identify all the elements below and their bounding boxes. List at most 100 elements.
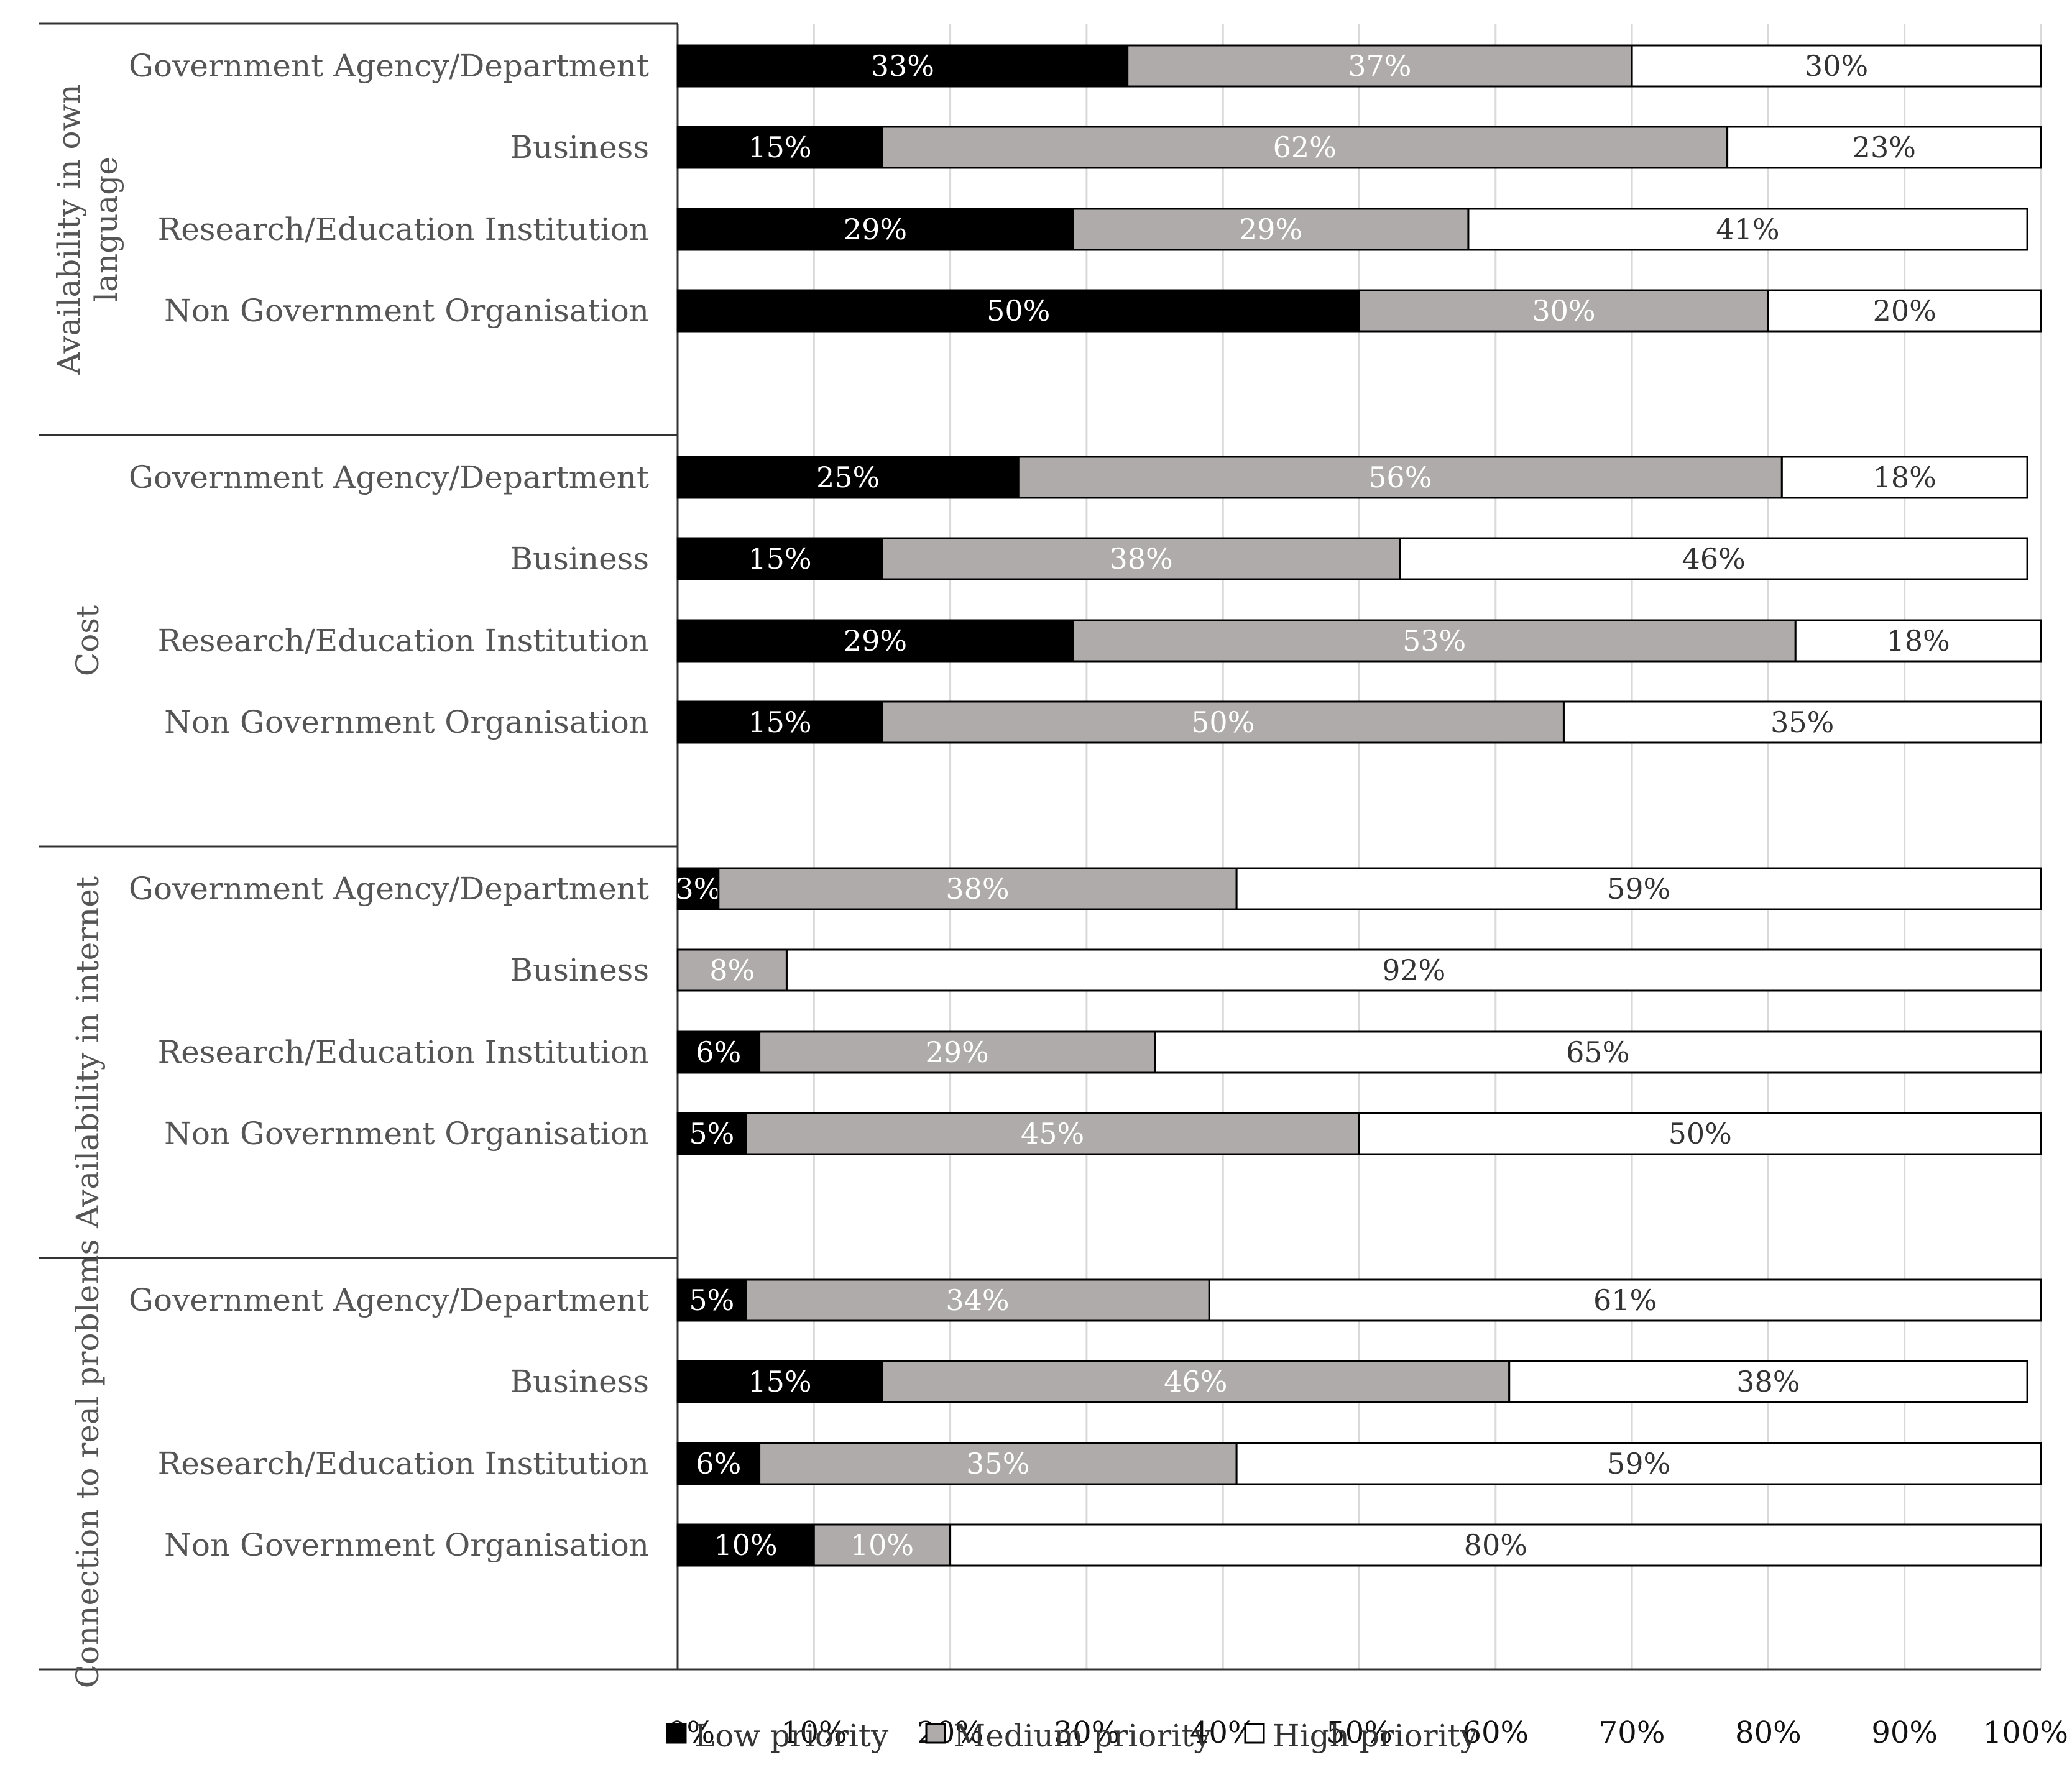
data-label: 38% (1109, 542, 1172, 576)
x-tick-label: 80% (1735, 1715, 1802, 1750)
bar-segment-high (949, 1523, 2042, 1567)
bar-segment-low (676, 537, 883, 580)
bar-segment-medium (745, 1278, 1210, 1322)
bar-segment-medium (881, 537, 1401, 580)
data-label: 30% (1532, 294, 1595, 328)
data-label: 15% (748, 131, 811, 164)
group-label: Availability in internet (70, 876, 106, 1229)
x-tick-label: 60% (1462, 1715, 1529, 1750)
data-label: 38% (1736, 1365, 1800, 1398)
legend-label: Low priority (694, 1718, 889, 1754)
data-label: 65% (1566, 1035, 1629, 1069)
category-label: Government Agency/Department (129, 1282, 649, 1318)
data-label: 5% (689, 1283, 734, 1317)
bar-segment-low (676, 44, 1129, 88)
bar-segment-medium (1072, 208, 1470, 251)
bars: 33% 37% 30% 15% 62% 23% 29% 29% 41% 50% 30% 20% 25% 5… (675, 44, 2042, 1567)
bar-segment-high (1208, 1278, 2042, 1322)
bar-segment-low (676, 208, 1074, 251)
data-label: 10% (850, 1528, 914, 1562)
category-label: Non Government Organisation (164, 704, 649, 740)
group-label: Connection to real problems (70, 1239, 106, 1689)
bar-segment-low (676, 1278, 747, 1322)
legend: Low priority Medium priority High priority (666, 1718, 1478, 1754)
group-label: Cost (70, 605, 106, 676)
bar-segment-high (1358, 1112, 2042, 1155)
data-label: 45% (1021, 1117, 1084, 1150)
bar-segment-high (1467, 208, 2028, 251)
group-label-line: Availability in own (51, 84, 87, 375)
bar-segment-low (676, 1112, 747, 1155)
category-label: Non Government Organisation (164, 1527, 649, 1563)
bar-segment-low (676, 867, 720, 910)
bar-segment-medium (881, 700, 1565, 744)
data-label: 25% (816, 461, 880, 494)
bar-segment-high (1235, 1442, 2042, 1485)
data-label: 46% (1164, 1365, 1227, 1398)
data-label: 29% (1239, 213, 1302, 246)
bar-segment-medium (717, 867, 1238, 910)
data-label: 56% (1368, 461, 1432, 494)
category-label: Research/Education Institution (158, 211, 649, 247)
bar-segment-high (1780, 456, 2028, 499)
bar-segment-low (676, 289, 1360, 333)
data-label: 50% (987, 294, 1050, 328)
category-label: Business (510, 1364, 649, 1400)
legend-swatch-medium (925, 1723, 946, 1744)
data-label: 38% (946, 872, 1009, 906)
data-label: 80% (1464, 1528, 1527, 1562)
data-label: 15% (748, 1365, 811, 1398)
x-tick-label: 30% (1054, 1715, 1120, 1750)
bar-segment-medium (745, 1112, 1360, 1155)
category-label: Non Government Organisation (164, 293, 649, 329)
data-label: 18% (1887, 624, 1950, 658)
bar-segment-low (676, 1360, 883, 1403)
data-label: 6% (696, 1447, 741, 1480)
category-label: Research/Education Institution (158, 623, 649, 659)
data-label: 30% (1805, 49, 1868, 83)
legend-swatch-high (1244, 1723, 1265, 1744)
bar-segment-medium (758, 1030, 1156, 1074)
data-label: 6% (696, 1035, 741, 1069)
group-label-line: Availability in internet (70, 876, 106, 1229)
bar-segment-high (1399, 537, 2028, 580)
x-tick-label: 100% (1983, 1715, 2068, 1750)
data-label: 34% (946, 1283, 1009, 1317)
data-label: 5% (689, 1117, 734, 1150)
category-label: Non Government Organisation (164, 1116, 649, 1152)
category-label: Research/Education Institution (158, 1446, 649, 1482)
group-frames (39, 22, 2041, 1671)
legend-label: Medium priority (954, 1718, 1212, 1754)
data-label: 50% (1191, 705, 1255, 739)
bar-segment-high (1631, 44, 2042, 88)
legend-swatch-low (666, 1723, 687, 1744)
data-label: 35% (1770, 705, 1834, 739)
bar-segment-high (1154, 1030, 2042, 1074)
data-label: 20% (1873, 294, 1936, 328)
legend-label: High priority (1273, 1718, 1478, 1754)
bar-segment-high (1235, 867, 2042, 910)
bar-segment-low (676, 700, 883, 744)
data-label: 46% (1682, 542, 1746, 576)
bar-segment-low (676, 1523, 815, 1567)
bar-segment-high (1726, 126, 2042, 169)
category-label: Research/Education Institution (158, 1034, 649, 1070)
data-label: 10% (714, 1528, 778, 1562)
category-label: Business (510, 129, 649, 165)
data-label: 29% (844, 213, 907, 246)
grid-lines (813, 24, 2042, 1669)
category-label: Business (510, 541, 649, 577)
data-label: 62% (1273, 131, 1337, 164)
bar-segment-medium (881, 1360, 1511, 1403)
data-label: 8% (709, 953, 755, 987)
data-label: 41% (1716, 213, 1779, 246)
bar-segment-high (785, 948, 2042, 992)
data-label: 15% (748, 705, 811, 739)
bar-segment-low (676, 619, 1074, 663)
data-label: 61% (1593, 1283, 1657, 1317)
data-label: 50% (1669, 1117, 1732, 1150)
data-label: 59% (1607, 872, 1670, 906)
x-tick-label: 50% (1326, 1715, 1393, 1750)
x-tick-label: 70% (1599, 1715, 1665, 1750)
